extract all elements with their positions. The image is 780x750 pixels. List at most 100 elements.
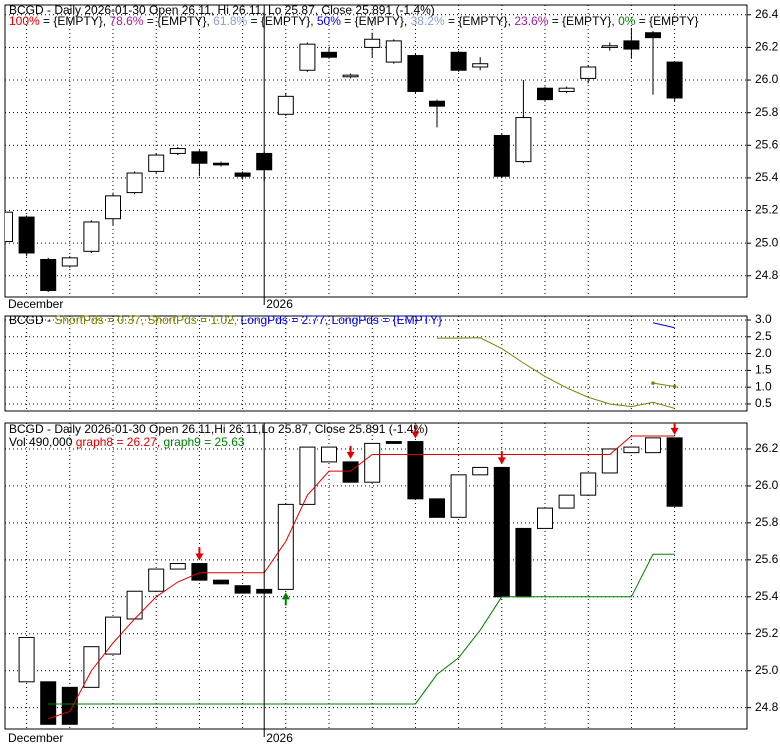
x-tick-label: December xyxy=(8,731,63,745)
legend-line: 100% = {EMPTY}, 78.6% = {EMPTY}, 61.8% =… xyxy=(9,14,698,28)
candle-body xyxy=(321,51,337,58)
legend-value: = {EMPTY}, xyxy=(445,14,515,28)
y-tick-label: 26.4 xyxy=(755,7,779,21)
legend-name: 38.2% xyxy=(411,14,445,28)
y-tick-label: 2.5 xyxy=(755,329,772,343)
y-tick-label: 25.8 xyxy=(755,105,779,119)
candle-body xyxy=(580,66,597,79)
candle-body xyxy=(645,437,661,454)
series-marker xyxy=(651,381,655,385)
chart-title: BCGD - Daily 2026-01-30 Open 26.11,Hi 26… xyxy=(9,422,428,436)
y-tick-label: 26.0 xyxy=(755,72,779,86)
y-tick-label: 26.2 xyxy=(755,441,779,455)
candle-body xyxy=(277,503,294,590)
legend-value: = {EMPTY}, xyxy=(247,14,317,28)
y-tick-label: 25.4 xyxy=(755,589,779,603)
candle-body xyxy=(601,448,618,474)
y-tick-label: 26.2 xyxy=(755,40,779,54)
legend-name: graph9 xyxy=(163,435,201,449)
candle-body xyxy=(407,441,424,500)
legend-value: = 1.02, xyxy=(197,313,241,327)
candle-body xyxy=(18,216,35,254)
candle-body xyxy=(321,446,337,463)
legend-value: = 26.27, xyxy=(113,435,163,449)
plot-area xyxy=(5,423,747,729)
plot-area xyxy=(5,5,747,297)
candle-body xyxy=(126,590,143,620)
candle-body xyxy=(385,441,402,444)
candle-body xyxy=(666,61,683,99)
y-tick-label: 26.0 xyxy=(755,478,779,492)
panel-frame xyxy=(4,4,748,298)
y-tick-label: 25.0 xyxy=(755,235,779,249)
legend-name: graph8 xyxy=(76,435,114,449)
y-tick-label: 1.0 xyxy=(755,379,772,393)
legend-name: 50% xyxy=(317,14,341,28)
candle-body xyxy=(234,172,251,177)
y-tick-label: 25.8 xyxy=(755,515,779,529)
candle-body xyxy=(558,494,575,509)
candle-body xyxy=(342,74,359,78)
candle-body xyxy=(364,442,381,483)
candle-body xyxy=(234,585,251,594)
candle-body xyxy=(645,32,661,39)
candle-body xyxy=(493,466,510,598)
legend-name: LongPds xyxy=(332,313,379,327)
candle-body xyxy=(515,527,532,598)
candle-body xyxy=(299,43,316,71)
candle-body xyxy=(580,472,597,496)
series-line xyxy=(652,322,675,329)
candle-body xyxy=(342,461,359,483)
candle-body xyxy=(61,257,78,267)
candle-body xyxy=(623,40,640,50)
y-tick-label: 25.6 xyxy=(755,137,779,151)
candle-body xyxy=(537,507,553,529)
candle-body xyxy=(407,55,424,92)
x-tick-label: 2026 xyxy=(266,731,293,745)
legend-line: Vol 490,000 graph8 = 26.27, graph9 = 25.… xyxy=(9,435,245,449)
legend-line: BCGD - Daily 2026-01-30 Open 26.11,Hi 26… xyxy=(9,422,428,436)
y-tick-label: 2.0 xyxy=(755,346,772,360)
sell-arrow xyxy=(346,445,355,459)
y-tick-label: 25.2 xyxy=(755,626,779,640)
buy-arrow xyxy=(281,592,290,606)
series-line xyxy=(437,337,675,409)
legend-name: ShortPds xyxy=(147,313,196,327)
legend-name: 100% xyxy=(9,14,40,28)
series-line xyxy=(652,382,675,387)
legend-name: 23.6% xyxy=(514,14,548,28)
candle-body xyxy=(364,38,381,48)
legend-name: ShortPds xyxy=(54,313,103,327)
candle-body xyxy=(148,568,165,592)
legend-line: BCGD - ShortPds = 0.37, ShortPds = 1.02,… xyxy=(9,313,442,327)
legend-value: = 0.37, xyxy=(104,313,148,327)
legend-value: = {EMPTY}, xyxy=(341,14,411,28)
legend-value: = {EMPTY} xyxy=(635,14,698,28)
y-tick-label: 25.6 xyxy=(755,552,779,566)
legend-name: 0% xyxy=(618,14,636,28)
candle-body xyxy=(277,95,294,115)
legend-value: = {EMPTY}, xyxy=(40,14,110,28)
candle-body xyxy=(191,151,208,164)
chart-title: BCGD - Daily 2026-01-30 Open 26.11, Hi 2… xyxy=(9,3,435,17)
series-line xyxy=(48,435,675,720)
candle-body xyxy=(213,579,229,585)
candle-body xyxy=(537,87,553,101)
candle-body xyxy=(169,148,186,154)
candle-body xyxy=(191,563,208,581)
legend-value: = {EMPTY}, xyxy=(548,14,618,28)
y-tick-label: 25.4 xyxy=(755,170,779,184)
sell-arrow xyxy=(670,423,679,435)
y-tick-label: 1.5 xyxy=(755,363,772,377)
candle-body xyxy=(40,681,57,725)
candle-body xyxy=(299,446,316,505)
x-tick-label: December xyxy=(8,297,63,311)
legend-value: = {EMPTY}, xyxy=(143,14,213,28)
candle-body xyxy=(126,172,143,194)
sell-arrow xyxy=(497,451,506,465)
legend-value: = 25.63 xyxy=(201,435,245,449)
candle-body xyxy=(18,636,35,683)
y-tick-label: 24.8 xyxy=(755,268,779,282)
legend-value: = {EMPTY} xyxy=(379,313,442,327)
